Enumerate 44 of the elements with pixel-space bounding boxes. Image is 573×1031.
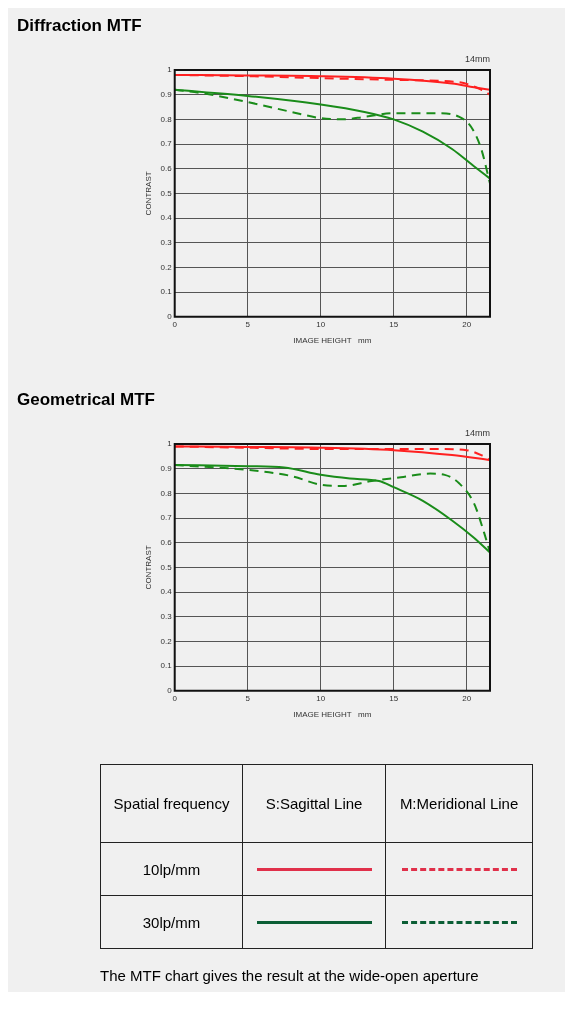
x-axis-title: IMAGE HEIGHT mm — [293, 336, 372, 346]
y-tick-label: 0.1 — [160, 287, 173, 297]
y-tick-label: 0.6 — [160, 537, 173, 547]
y-tick-label: 0.9 — [160, 463, 173, 473]
text: S:Sagittal Line — [242, 764, 386, 843]
y-tick-label: 0.6 — [160, 163, 173, 173]
y-tick-label: 0.8 — [160, 488, 173, 498]
y-tick-label: 1 — [167, 65, 173, 75]
x-tick-label: 10 — [316, 693, 326, 703]
y-tick-label: 0.4 — [160, 587, 173, 597]
y-tick-label: 0.7 — [160, 139, 173, 149]
y-axis-title: CONTRAST — [144, 171, 153, 216]
y-tick-label: 0.5 — [160, 188, 173, 198]
x-tick-label: 5 — [245, 693, 251, 703]
text: 14mm — [464, 53, 490, 64]
text: M:Meridional Line — [385, 764, 533, 843]
y-tick-label: 0.4 — [160, 213, 173, 223]
y-tick-label: 0.3 — [160, 611, 173, 621]
y-tick-label: 0.7 — [160, 513, 173, 523]
y-axis-title: CONTRAST — [144, 545, 153, 590]
y-tick-label: 0.2 — [160, 262, 173, 272]
x-tick-label: 20 — [462, 693, 472, 703]
x-axis-title: IMAGE HEIGHT mm — [293, 710, 372, 720]
y-tick-label: 0 — [167, 312, 173, 321]
x-tick-label: 5 — [245, 319, 251, 329]
x-tick-label: 15 — [389, 693, 399, 703]
text: The MTF chart gives the result at the wide-open aperture — [100, 967, 480, 984]
text: 30lp/mm — [100, 895, 243, 949]
text: 14mm — [464, 427, 490, 438]
chart-title: Diffraction MTF — [17, 16, 143, 36]
x-tick-label: 10 — [316, 319, 326, 329]
y-tick-label: 1 — [167, 439, 173, 449]
x-tick-label: 20 — [462, 319, 472, 329]
chart-title: Geometrical MTF — [17, 390, 156, 410]
y-tick-label: 0.3 — [160, 237, 173, 247]
x-tick-label: 15 — [389, 319, 399, 329]
text: 10lp/mm — [100, 842, 243, 896]
y-tick-label: 0.9 — [160, 89, 173, 99]
y-tick-label: 0.5 — [160, 562, 173, 572]
y-tick-label: 0.8 — [160, 114, 173, 124]
y-tick-label: 0 — [167, 686, 173, 695]
text: Spatial frequency — [100, 764, 243, 843]
y-tick-label: 0.1 — [160, 661, 173, 671]
y-tick-label: 0.2 — [160, 636, 173, 646]
